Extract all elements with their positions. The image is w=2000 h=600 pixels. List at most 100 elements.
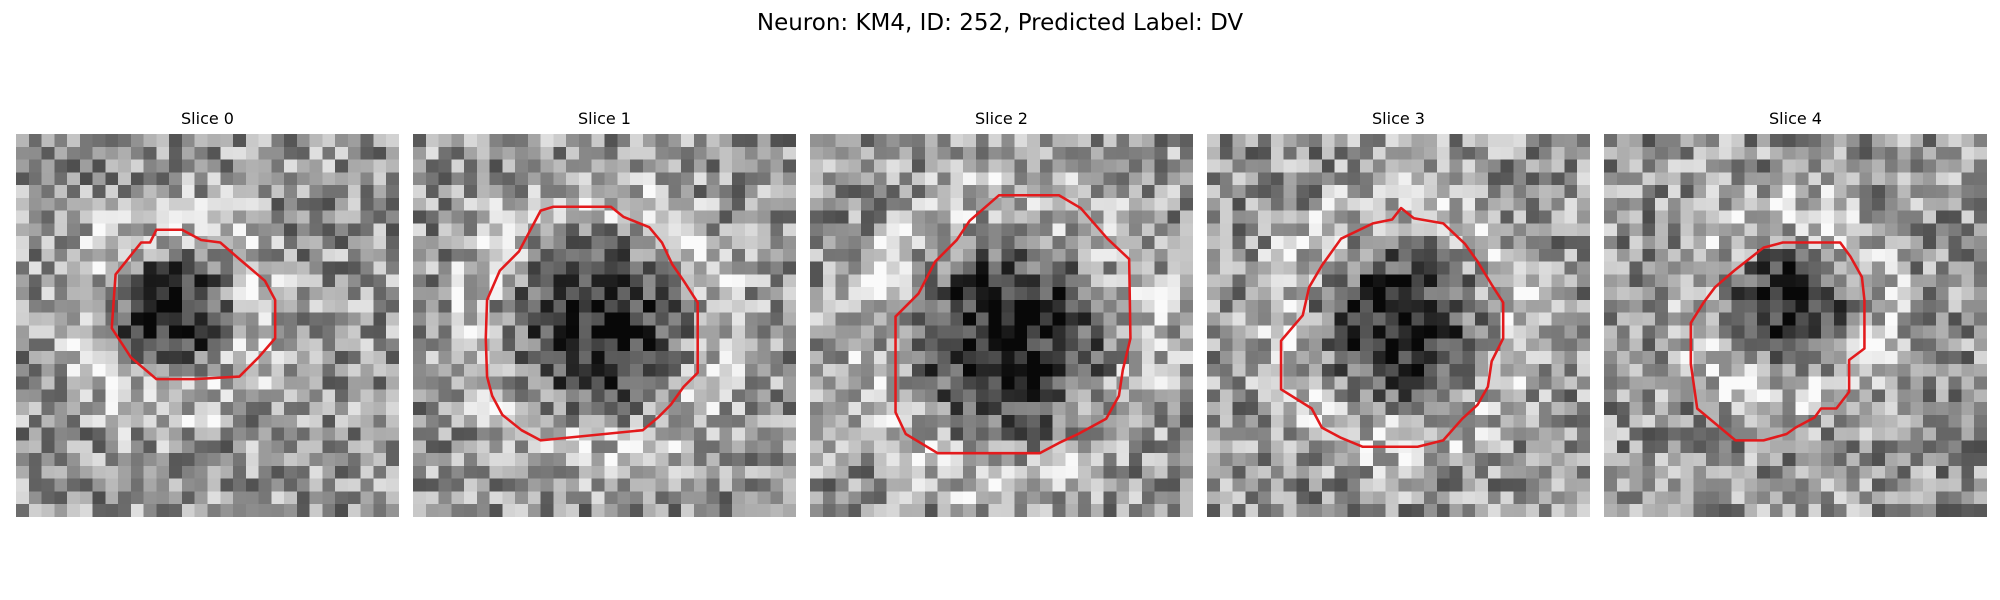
pixel: [1526, 197, 1540, 211]
pixel: [1744, 376, 1758, 390]
pixel: [693, 427, 707, 441]
pixel: [1744, 159, 1758, 173]
slice-3-title: Slice 3: [1372, 109, 1425, 128]
pixel: [706, 299, 720, 313]
pixel: [783, 351, 796, 365]
pixel: [1039, 414, 1053, 428]
pixel: [1360, 414, 1374, 428]
pixel: [1090, 236, 1104, 250]
pixel: [118, 274, 132, 288]
pixel: [950, 351, 964, 365]
pixel: [1846, 287, 1860, 301]
pixel: [1207, 210, 1221, 224]
pixel: [1001, 376, 1015, 390]
pixel: [668, 248, 682, 262]
pixel: [1629, 210, 1643, 224]
pixel: [975, 185, 989, 199]
pixel: [527, 478, 541, 492]
pixel: [553, 325, 567, 339]
pixel: [438, 197, 452, 211]
pixel: [848, 248, 862, 262]
pixel: [1872, 248, 1886, 262]
pixel: [1923, 376, 1937, 390]
pixel: [438, 261, 452, 275]
pixel: [41, 159, 55, 173]
pixel: [1296, 146, 1310, 160]
pixel: [1103, 172, 1117, 186]
pixel: [1935, 274, 1949, 288]
pixel: [1462, 159, 1476, 173]
pixel: [386, 134, 399, 148]
pixel: [924, 491, 938, 505]
pixel: [67, 223, 81, 237]
pixel: [181, 274, 195, 288]
pixel: [1258, 504, 1272, 517]
pixel: [1948, 261, 1962, 275]
pixel: [476, 223, 490, 237]
pixel: [296, 185, 310, 199]
pixel: [1078, 491, 1092, 505]
pixel: [322, 376, 336, 390]
pixel: [1629, 338, 1643, 352]
pixel: [873, 274, 887, 288]
pixel: [1833, 427, 1847, 441]
pixel: [1757, 338, 1771, 352]
pixel: [1782, 146, 1796, 160]
pixel: [489, 185, 503, 199]
pixel: [16, 210, 30, 224]
pixel: [373, 351, 387, 365]
pixel: [757, 427, 771, 441]
pixel: [1296, 312, 1310, 326]
pixel: [1833, 491, 1847, 505]
pixel: [220, 172, 234, 186]
pixel: [1538, 414, 1552, 428]
pixel: [1718, 223, 1732, 237]
pixel: [1706, 338, 1720, 352]
pixel: [207, 210, 221, 224]
pixel: [655, 146, 669, 160]
pixel: [1948, 210, 1962, 224]
pixel: [835, 223, 849, 237]
pixel: [757, 261, 771, 275]
pixel: [861, 325, 875, 339]
pixel: [1385, 389, 1399, 403]
pixel: [335, 491, 349, 505]
pixel: [1538, 491, 1552, 505]
pixel: [284, 287, 298, 301]
pixel: [630, 402, 644, 416]
pixel: [1846, 146, 1860, 160]
pixel: [92, 453, 106, 467]
pixel: [873, 197, 887, 211]
pixel: [271, 172, 285, 186]
pixel: [143, 504, 157, 517]
pixel: [451, 465, 465, 479]
pixel: [1487, 389, 1501, 403]
pixel: [1296, 504, 1310, 517]
pixel: [1538, 210, 1552, 224]
pixel: [1398, 376, 1412, 390]
pixel: [1744, 478, 1758, 492]
pixel: [1372, 325, 1386, 339]
pixel: [1513, 402, 1527, 416]
pixel: [1961, 159, 1975, 173]
pixel: [630, 504, 644, 517]
pixel: [912, 491, 926, 505]
pixel: [425, 223, 439, 237]
pixel: [1961, 146, 1975, 160]
pixel: [1462, 223, 1476, 237]
pixel: [1551, 185, 1565, 199]
pixel: [1782, 453, 1796, 467]
pixel: [950, 134, 964, 148]
pixel: [207, 389, 221, 403]
pixel: [1167, 274, 1181, 288]
pixel: [1655, 159, 1669, 173]
pixel: [566, 185, 580, 199]
pixel: [1680, 389, 1694, 403]
pixel: [335, 274, 349, 288]
pixel: [1513, 146, 1527, 160]
pixel: [1167, 210, 1181, 224]
pixel: [156, 427, 170, 441]
pixel: [271, 389, 285, 403]
pixel: [770, 414, 784, 428]
pixel: [1821, 134, 1835, 148]
